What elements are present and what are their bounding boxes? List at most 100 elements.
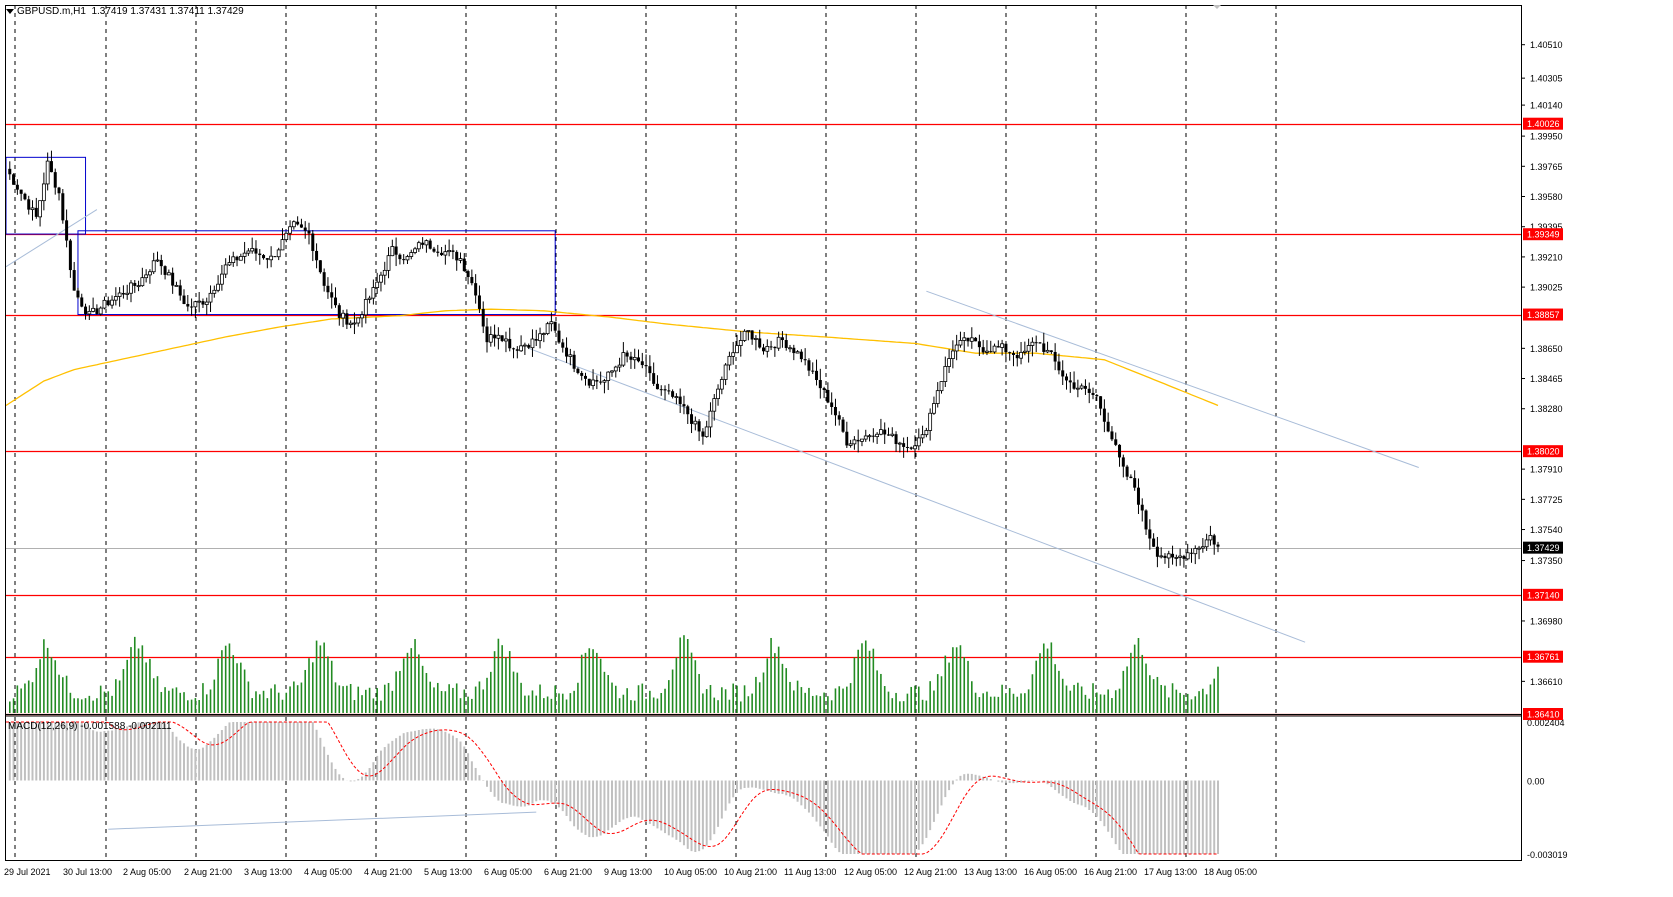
y-tick-label: 1.36610 — [1530, 677, 1563, 687]
y-tick-label: 1.37910 — [1530, 465, 1563, 475]
candle-body-down — [159, 259, 163, 267]
candle-body-down — [8, 168, 12, 175]
price-tag — [1523, 117, 1563, 130]
candle-body-down — [637, 357, 641, 362]
candle-body-up — [1208, 534, 1213, 541]
candle-body-down — [769, 346, 773, 348]
candle-body-up — [610, 370, 614, 373]
candle-body-down — [254, 248, 258, 254]
candle-body-down — [553, 321, 557, 331]
candle-body-down — [49, 161, 53, 173]
candle-body-down — [580, 372, 584, 376]
candle-body-up — [379, 274, 383, 283]
candle-body-down — [163, 266, 167, 275]
candle-body-down — [690, 414, 694, 424]
candle-body-down — [784, 340, 788, 348]
candle-body-down — [451, 250, 455, 252]
candle-body-down — [500, 335, 504, 341]
candle-body-up — [140, 277, 145, 287]
candle-body-up — [288, 226, 292, 234]
candle-body-up — [519, 345, 523, 352]
candle-body-down — [1057, 361, 1061, 371]
candle-body-up — [504, 338, 508, 342]
candle-body-down — [65, 220, 69, 241]
candle-body-up — [1045, 349, 1050, 353]
candle-body-up — [405, 256, 410, 261]
candle-body-up — [1026, 345, 1031, 352]
candle-body-up — [913, 445, 917, 450]
candle-body-up — [962, 337, 967, 341]
candle-body-down — [595, 379, 599, 382]
candle-body-down — [455, 251, 459, 261]
candle-body-down — [57, 187, 61, 194]
candle-body-down — [826, 389, 830, 403]
candle-body-up — [45, 160, 50, 185]
candle-body-down — [19, 189, 23, 194]
candle-body-down — [652, 373, 656, 384]
candle-body-down — [106, 300, 110, 306]
candle-body-down — [1114, 439, 1118, 445]
y-tick-label: 1.36980 — [1530, 616, 1563, 626]
y-tick-label: 1.39950 — [1530, 132, 1563, 142]
candle-body-up — [424, 240, 429, 246]
candle-body-up — [795, 351, 800, 354]
price-axis-labels: 1.40510 1.40305 1.40140 1.39950 1.39765 1.395… — [1521, 40, 1563, 687]
x-tick-label: 12 Aug 21:00 — [904, 867, 957, 877]
y-tick-label: 1.39765 — [1530, 162, 1563, 172]
candle-body-down — [534, 339, 538, 341]
candle-body-down — [799, 351, 803, 360]
candle-body-up — [621, 352, 626, 366]
candle-body-down — [315, 250, 319, 261]
candle-body-up — [155, 259, 160, 262]
candle-body-down — [977, 341, 981, 348]
volume-bars — [8, 635, 1219, 713]
candle-body-down — [856, 439, 860, 442]
candle-body-up — [416, 242, 421, 250]
candle-body-down — [34, 207, 38, 217]
candle-body-down — [1015, 354, 1019, 359]
candle-body-down — [182, 295, 186, 304]
candle-body-down — [572, 354, 576, 369]
candle-body-up — [674, 396, 679, 398]
candle-body-down — [299, 224, 303, 228]
x-tick-label: 9 Aug 13:00 — [604, 867, 652, 877]
trend-line — [5, 209, 98, 268]
chevron-down-icon[interactable] — [6, 8, 14, 14]
candle-body-down — [815, 370, 819, 381]
candle-body-down — [307, 230, 311, 234]
candle-body-up — [545, 323, 550, 334]
candle-body-down — [273, 256, 277, 258]
candle-body-up — [947, 358, 951, 367]
candle-body-down — [1072, 382, 1076, 389]
candle-body-down — [23, 193, 27, 200]
candle-body-down — [432, 248, 436, 252]
candle-body-up — [1079, 385, 1084, 389]
candle-body-up — [382, 269, 387, 276]
candle-body-up — [738, 340, 743, 346]
chart-header: GBPUSD.m,H1 1.37419 1.37431 1.37411 1.37… — [6, 6, 244, 17]
candle-body-up — [1019, 351, 1023, 359]
candle-body-up — [219, 273, 224, 285]
candle-body-down — [818, 380, 822, 389]
x-tick-label: 6 Aug 21:00 — [544, 867, 592, 877]
candle-body-up — [409, 252, 414, 257]
candle-body-up — [102, 299, 107, 309]
candle-body-down — [1125, 466, 1129, 477]
candle-body-down — [477, 295, 481, 309]
candle-body-up — [30, 207, 35, 211]
candle-body-up — [356, 317, 361, 324]
candle-body-up — [1185, 552, 1190, 560]
candle-body-down — [678, 396, 682, 405]
candle-body-down — [1038, 342, 1042, 344]
candle-body-down — [265, 258, 269, 260]
candle-body-down — [95, 308, 99, 314]
candle-body-up — [386, 255, 391, 271]
candle-body-up — [238, 256, 243, 261]
candle-body-down — [337, 305, 341, 318]
candle-body-up — [223, 264, 228, 275]
candle-body-up — [591, 379, 595, 386]
candle-body-down — [894, 434, 898, 445]
candle-body-up — [291, 221, 296, 228]
candle-body-down — [262, 255, 266, 259]
